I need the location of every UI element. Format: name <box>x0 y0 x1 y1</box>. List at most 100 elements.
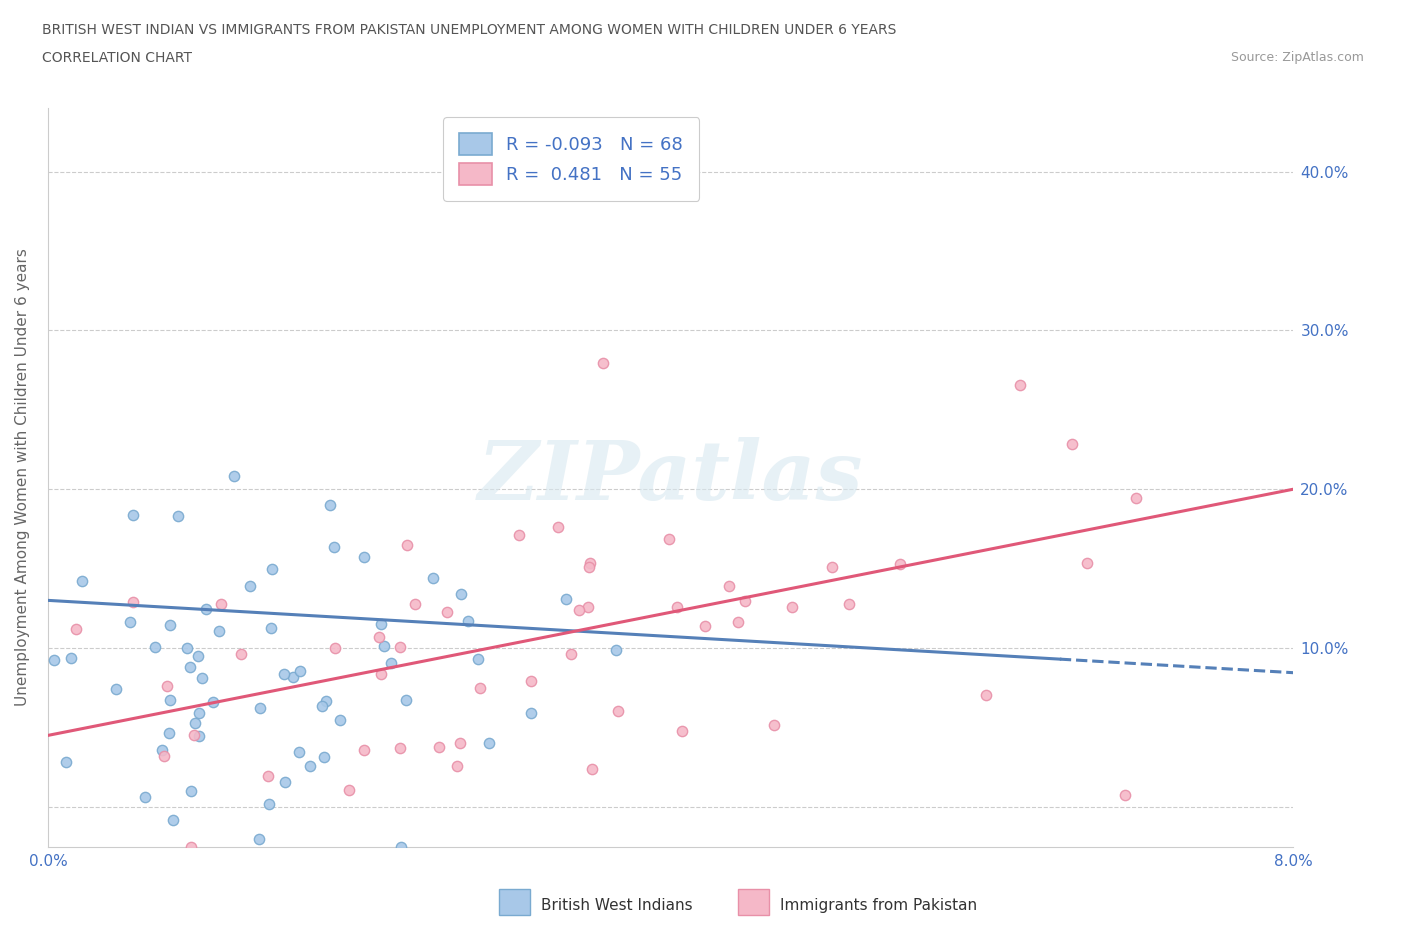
Point <box>727 615 749 630</box>
Point <box>436 604 458 619</box>
Point <box>262 561 284 576</box>
Point <box>606 703 628 718</box>
Point <box>389 740 412 755</box>
Point <box>315 693 337 708</box>
Point <box>21 626 44 641</box>
Point <box>21 515 44 530</box>
Point <box>157 725 180 740</box>
Point <box>274 775 297 790</box>
Point <box>467 652 489 667</box>
Point <box>734 593 756 608</box>
Point <box>21 640 44 655</box>
Point <box>179 659 201 674</box>
Point <box>162 813 184 828</box>
Point <box>370 667 392 682</box>
Point <box>191 671 214 685</box>
Point <box>520 705 543 720</box>
Point <box>104 682 127 697</box>
Point <box>183 727 205 742</box>
Point <box>134 790 156 804</box>
Point <box>183 715 205 730</box>
Text: ZIPatlas: ZIPatlas <box>478 437 863 517</box>
Point <box>187 706 209 721</box>
Point <box>671 724 693 738</box>
Point <box>666 600 689 615</box>
Point <box>838 596 860 611</box>
Point <box>208 624 231 639</box>
Point <box>974 687 997 702</box>
Point <box>821 560 844 575</box>
Point <box>256 768 278 783</box>
Point <box>202 694 225 709</box>
Point <box>693 618 716 633</box>
Point <box>889 557 911 572</box>
Point <box>299 758 322 773</box>
Point <box>373 639 395 654</box>
Point <box>21 629 44 644</box>
Point <box>1125 490 1147 505</box>
Point <box>159 693 181 708</box>
Point <box>404 596 426 611</box>
Point <box>568 603 591 618</box>
Point <box>581 762 603 777</box>
Point <box>422 571 444 586</box>
Point <box>576 599 599 614</box>
Point <box>367 630 389 644</box>
Point <box>311 698 333 713</box>
Point <box>209 596 232 611</box>
Point <box>578 560 600 575</box>
Point <box>167 509 190 524</box>
Point <box>143 639 166 654</box>
Text: Source: ZipAtlas.com: Source: ZipAtlas.com <box>1230 51 1364 64</box>
Point <box>323 641 346 656</box>
Point <box>152 749 174 764</box>
Point <box>478 736 501 751</box>
Point <box>150 743 173 758</box>
Point <box>239 578 262 593</box>
Point <box>180 783 202 798</box>
Point <box>353 550 375 565</box>
Point <box>22 570 45 585</box>
Point <box>176 640 198 655</box>
Point <box>762 718 785 733</box>
Point <box>717 578 740 593</box>
Point <box>231 647 253 662</box>
Point <box>187 648 209 663</box>
Text: CORRELATION CHART: CORRELATION CHART <box>42 51 193 65</box>
Text: BRITISH WEST INDIAN VS IMMIGRANTS FROM PAKISTAN UNEMPLOYMENT AMONG WOMEN WITH CH: BRITISH WEST INDIAN VS IMMIGRANTS FROM P… <box>42 23 897 37</box>
Point <box>380 655 402 670</box>
Point <box>195 601 218 616</box>
Point <box>468 681 491 696</box>
Point <box>560 646 582 661</box>
Point <box>1010 378 1032 392</box>
Point <box>260 620 283 635</box>
Point <box>21 727 44 742</box>
Point <box>446 759 468 774</box>
Point <box>370 617 392 631</box>
Point <box>449 736 471 751</box>
Point <box>21 643 44 658</box>
Legend: R = -0.093   N = 68, R =  0.481   N = 55: R = -0.093 N = 68, R = 0.481 N = 55 <box>443 117 699 201</box>
Point <box>122 594 145 609</box>
Point <box>70 574 93 589</box>
Point <box>222 469 245 484</box>
Point <box>156 679 179 694</box>
Text: Immigrants from Pakistan: Immigrants from Pakistan <box>780 898 977 913</box>
Point <box>121 508 143 523</box>
Point <box>394 692 416 707</box>
Y-axis label: Unemployment Among Women with Children Under 6 years: Unemployment Among Women with Children U… <box>15 248 30 706</box>
Point <box>55 754 77 769</box>
Point <box>273 667 295 682</box>
Point <box>1076 556 1098 571</box>
Point <box>450 587 472 602</box>
Point <box>1060 436 1083 451</box>
Text: British West Indians: British West Indians <box>541 898 693 913</box>
Point <box>780 600 803 615</box>
Point <box>427 739 450 754</box>
Point <box>21 770 44 785</box>
Point <box>547 519 569 534</box>
Point <box>60 650 83 665</box>
Point <box>353 743 375 758</box>
Point <box>180 839 202 854</box>
Point <box>658 532 681 547</box>
